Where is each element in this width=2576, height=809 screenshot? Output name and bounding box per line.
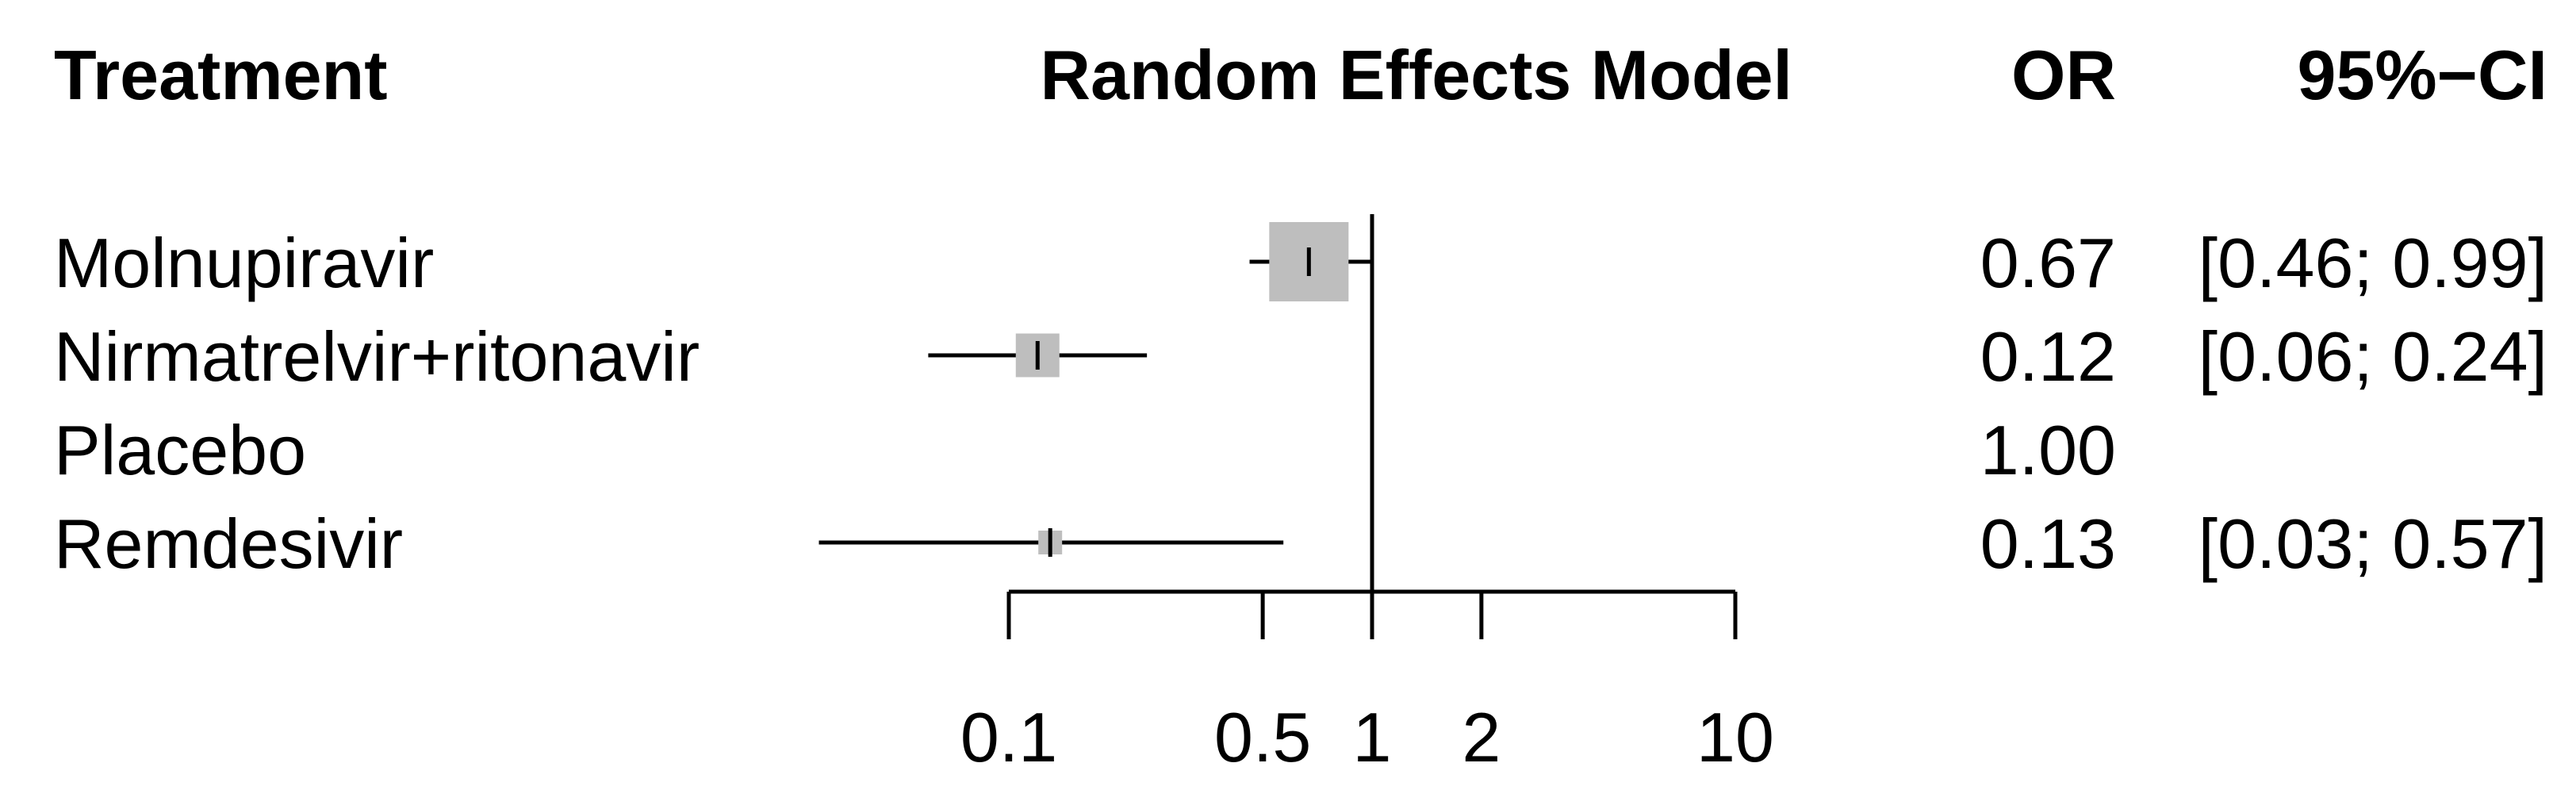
ci-value: [0.03; 0.57]	[2198, 504, 2547, 583]
treatment-label: Remdesivir	[54, 504, 403, 583]
forest-row-nirmatrelvir-ritonavir: Nirmatrelvir+ritonavir 0.12 [0.06; 0.24]	[54, 317, 2547, 396]
treatment-label: Nirmatrelvir+ritonavir	[54, 317, 700, 396]
ci-value: [0.46; 0.99]	[2198, 224, 2547, 302]
header-or: OR	[2011, 36, 2116, 114]
x-tick-label: 1	[1353, 698, 1392, 776]
x-tick-label: 2	[1462, 698, 1501, 776]
forest-row-remdesivir: Remdesivir 0.13 [0.03; 0.57]	[54, 504, 2547, 583]
header-model: Random Effects Model	[1040, 36, 1792, 114]
treatment-label: Molnupiravir	[54, 224, 434, 302]
or-value: 1.00	[1980, 411, 2116, 489]
rows-layer: Molnupiravir 0.67 [0.46; 0.99] Nirmatrelvir…	[54, 222, 2547, 583]
forest-row-placebo: Placebo 1.00	[54, 411, 2116, 489]
treatment-label: Placebo	[54, 411, 306, 489]
x-tick-label: 10	[1696, 698, 1774, 776]
header-treatment: Treatment	[54, 36, 388, 114]
or-value: 0.12	[1980, 317, 2116, 396]
header-ci: 95%−CI	[2297, 36, 2547, 114]
x-axis: 0.1 0.5 1 2 10	[960, 214, 1774, 776]
x-tick-label: 0.1	[960, 698, 1057, 776]
ci-value: [0.06; 0.24]	[2198, 317, 2547, 396]
forest-row-molnupiravir: Molnupiravir 0.67 [0.46; 0.99]	[54, 222, 2547, 302]
or-value: 0.67	[1980, 224, 2116, 302]
or-value: 0.13	[1980, 504, 2116, 583]
x-tick-label: 0.5	[1214, 698, 1311, 776]
